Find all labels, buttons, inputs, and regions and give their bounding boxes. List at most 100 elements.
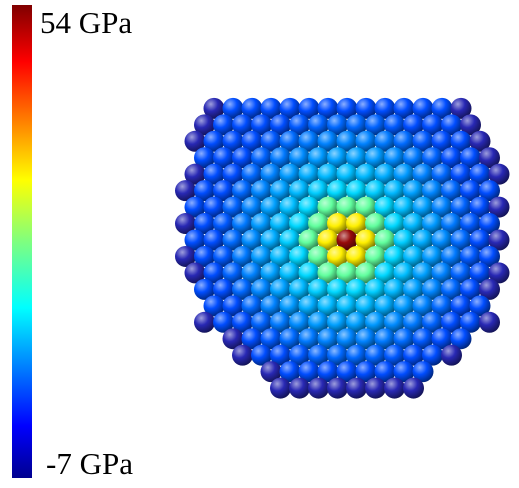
colorbar-min-label: -7 GPa	[46, 446, 133, 481]
atom	[488, 163, 510, 185]
atom	[403, 114, 424, 136]
atom	[384, 180, 405, 202]
atom	[279, 328, 301, 350]
atom	[203, 229, 225, 251]
atom	[479, 147, 500, 169]
atom	[422, 344, 443, 366]
atom	[412, 262, 434, 284]
atom	[241, 97, 263, 119]
atom	[270, 213, 291, 235]
atom	[279, 130, 301, 152]
atom	[184, 229, 206, 251]
atom	[450, 163, 472, 185]
atom	[431, 196, 453, 218]
atom	[479, 311, 500, 333]
atom	[412, 229, 434, 251]
atom	[270, 147, 291, 169]
atom	[222, 295, 244, 317]
atom	[403, 245, 424, 267]
atom	[317, 262, 339, 284]
atom	[251, 114, 272, 136]
atom	[260, 328, 282, 350]
atom	[251, 180, 272, 202]
atom	[298, 295, 320, 317]
atom	[384, 344, 405, 366]
atom	[393, 328, 415, 350]
atom	[213, 114, 234, 136]
atom	[403, 147, 424, 169]
atom	[213, 147, 234, 169]
atom	[213, 311, 234, 333]
atom	[260, 295, 282, 317]
atom	[194, 213, 215, 235]
atom	[270, 278, 291, 300]
atom	[384, 213, 405, 235]
atom	[488, 262, 510, 284]
atom	[308, 311, 329, 333]
atom	[289, 147, 310, 169]
atom	[450, 328, 472, 350]
atom	[222, 196, 244, 218]
atom	[393, 229, 415, 251]
atom	[346, 213, 367, 235]
atom	[184, 163, 206, 185]
atom	[213, 180, 234, 202]
atom	[317, 163, 339, 185]
atom	[222, 163, 244, 185]
atom	[441, 278, 462, 300]
atom	[412, 295, 434, 317]
atom	[403, 377, 424, 399]
atom	[460, 180, 481, 202]
atom	[184, 262, 206, 284]
atom	[365, 114, 386, 136]
atom	[460, 311, 481, 333]
atom	[175, 180, 196, 202]
atom	[241, 262, 263, 284]
atom	[422, 245, 443, 267]
atom	[336, 361, 358, 383]
atom	[374, 262, 396, 284]
atom	[203, 262, 225, 284]
atom	[412, 328, 434, 350]
atom	[308, 180, 329, 202]
atom	[393, 163, 415, 185]
atom	[374, 361, 396, 383]
atom	[270, 114, 291, 136]
atom	[213, 278, 234, 300]
atom	[279, 97, 301, 119]
atom	[441, 311, 462, 333]
atom	[260, 262, 282, 284]
atom	[365, 245, 386, 267]
atom	[469, 163, 491, 185]
atom	[336, 97, 358, 119]
atom	[469, 295, 491, 317]
atom	[374, 130, 396, 152]
atom	[346, 114, 367, 136]
atom	[355, 229, 377, 251]
atom	[441, 245, 462, 267]
atom	[374, 163, 396, 185]
atom	[213, 245, 234, 267]
atom	[393, 262, 415, 284]
atom	[488, 229, 510, 251]
atom	[346, 344, 367, 366]
atom	[175, 213, 196, 235]
atom	[317, 97, 339, 119]
atom	[203, 130, 225, 152]
atom	[346, 180, 367, 202]
atom	[365, 377, 386, 399]
atom	[403, 311, 424, 333]
atom	[308, 114, 329, 136]
atom	[260, 361, 282, 383]
atom	[232, 311, 253, 333]
atom	[298, 229, 320, 251]
atom	[317, 295, 339, 317]
atom	[317, 229, 339, 251]
atom	[346, 245, 367, 267]
atom	[479, 213, 500, 235]
atom	[232, 114, 253, 136]
atom	[460, 245, 481, 267]
atom	[355, 295, 377, 317]
atom	[194, 245, 215, 267]
